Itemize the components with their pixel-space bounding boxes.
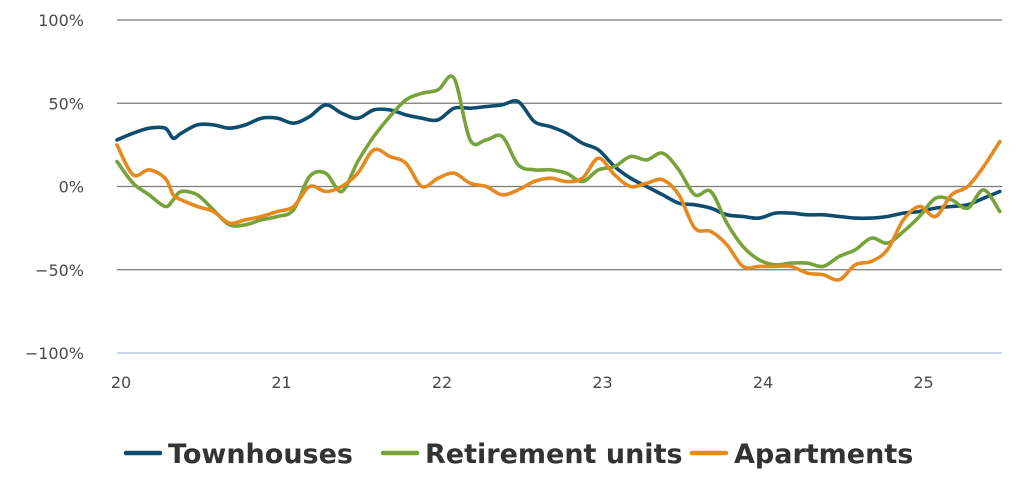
y-tick-label: −100% <box>25 344 84 363</box>
series-line-townhouses <box>115 99 1002 221</box>
x-tick-label: 24 <box>753 373 773 392</box>
x-tick-label: 21 <box>271 373 291 392</box>
x-tick-label: 22 <box>432 373 452 392</box>
series-line-apartments <box>115 139 1002 282</box>
x-tick-label: 25 <box>913 373 933 392</box>
y-tick-label: 0% <box>59 178 84 197</box>
y-axis-ticks: 100% 50% 0% −50% −100% <box>25 11 84 363</box>
legend: Townhouses Retirement units Apartments <box>123 439 913 470</box>
x-axis-ticks: 20 21 22 23 24 25 <box>111 373 934 392</box>
y-tick-label: −50% <box>35 261 84 280</box>
x-tick-label: 23 <box>592 373 612 392</box>
y-tick-label: 50% <box>48 94 84 113</box>
legend-label: Apartments <box>734 439 913 470</box>
series-line-retirement-units <box>115 74 1002 269</box>
series-lines <box>115 74 1002 282</box>
legend-label: Townhouses <box>168 439 353 470</box>
y-tick-label: 100% <box>38 11 84 30</box>
x-tick-label: 20 <box>111 373 131 392</box>
legend-item-apartments: Apartments <box>689 439 913 470</box>
grid-lines <box>117 19 1002 354</box>
legend-label: Retirement units <box>425 439 683 470</box>
legend-item-retirement-units: Retirement units <box>380 439 683 470</box>
legend-item-townhouses: Townhouses <box>123 439 353 470</box>
